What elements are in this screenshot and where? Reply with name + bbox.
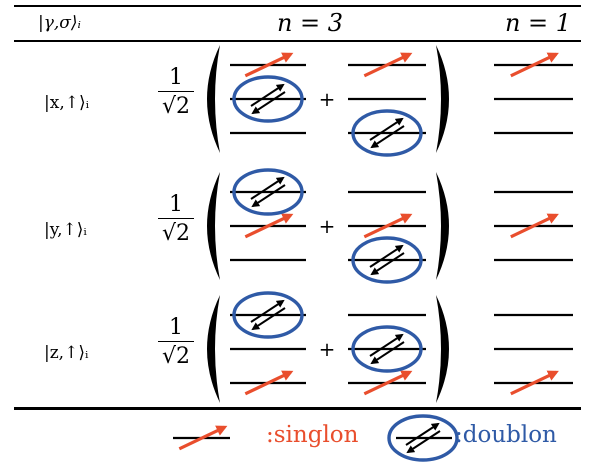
fraction-denominator: √2 <box>161 344 190 369</box>
spin-down-arrow <box>251 91 286 115</box>
singlon-arrow <box>178 425 228 451</box>
header-rule <box>14 40 581 42</box>
right-bracket <box>436 45 449 153</box>
fraction-bar <box>158 218 194 219</box>
doublon-ellipse <box>232 75 304 123</box>
state-label-x: |x,↑⟩ᵢ <box>44 93 90 113</box>
spin-up-arrow <box>250 176 285 200</box>
spin-down-arrow <box>370 341 405 365</box>
doublon-ellipse <box>232 291 304 339</box>
singlon-arrow <box>244 52 294 78</box>
spin-down-arrow <box>406 430 441 454</box>
spin-down-arrow <box>251 184 286 208</box>
spin-up-arrow <box>250 299 285 323</box>
left-bracket <box>207 172 220 280</box>
doublon-ellipse <box>351 109 423 157</box>
fraction-x: 1 √2 <box>156 65 196 122</box>
fraction-bar <box>158 341 194 342</box>
plus-sign: + <box>319 214 336 238</box>
singlon-arrow <box>363 52 413 78</box>
spin-up-arrow <box>369 244 404 268</box>
singlon-arrow <box>510 52 559 78</box>
doublon-ellipse <box>387 414 459 462</box>
fraction-numerator: 1 <box>169 65 183 90</box>
singlon-arrow <box>363 370 413 396</box>
spin-down-arrow <box>370 125 405 149</box>
singlon-arrow <box>363 213 413 239</box>
left-bracket <box>207 295 220 403</box>
right-bracket <box>436 295 449 403</box>
legend-doublon-label: :doublon <box>455 422 557 448</box>
doublon-ellipse <box>351 325 423 373</box>
spin-up-arrow <box>250 83 285 107</box>
bottom-rule <box>14 407 581 410</box>
fraction-y: 1 √2 <box>156 192 196 249</box>
state-label-y: |y,↑⟩ᵢ <box>44 220 87 240</box>
singlon-arrow <box>510 213 559 239</box>
top-rule <box>14 5 581 7</box>
spin-down-arrow <box>251 307 286 331</box>
column-header-state: |γ,σ⟩ᵢ <box>38 13 81 33</box>
column-header-n3: n = 3 <box>276 9 344 37</box>
right-bracket <box>436 172 449 280</box>
spin-up-arrow <box>405 422 440 446</box>
state-label-z: |z,↑⟩ᵢ <box>44 343 89 363</box>
spin-up-arrow <box>369 333 404 357</box>
legend-singlon-label: :singlon <box>266 422 359 448</box>
singlon-arrow <box>244 370 294 396</box>
spin-down-arrow <box>370 252 405 276</box>
doublon-ellipse <box>351 236 423 284</box>
fraction-denominator: √2 <box>161 221 190 246</box>
column-header-n1: n = 1 <box>504 9 572 37</box>
fraction-bar <box>158 91 194 92</box>
fraction-numerator: 1 <box>169 192 183 217</box>
plus-sign: + <box>319 87 336 111</box>
fraction-z: 1 √2 <box>156 315 196 372</box>
singlon-arrow <box>244 213 294 239</box>
spin-up-arrow <box>369 117 404 141</box>
doublon-ellipse <box>232 168 304 216</box>
fraction-denominator: √2 <box>161 94 190 119</box>
singlon-arrow <box>510 370 559 396</box>
fraction-numerator: 1 <box>169 315 183 340</box>
left-bracket <box>207 45 220 153</box>
plus-sign: + <box>319 337 336 361</box>
